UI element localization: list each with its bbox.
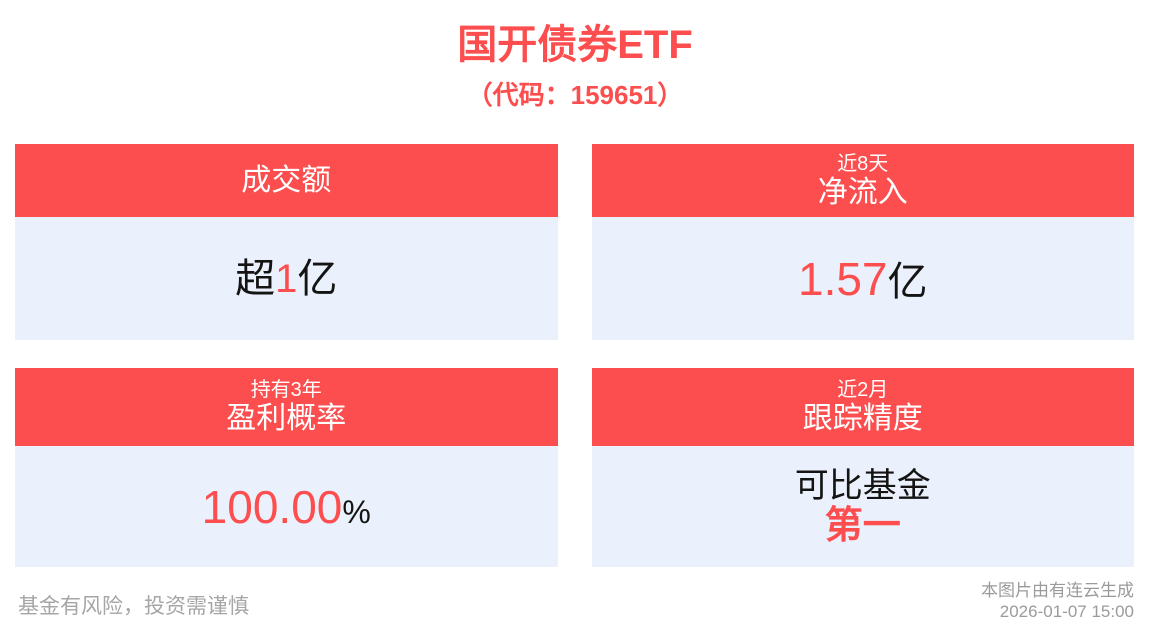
value-part-number: 100.00 [201,480,343,533]
value-part-number: 1 [275,256,298,301]
value-part-number: 1.57 [797,252,888,305]
generation-timestamp: 2026-01-07 15:00 [999,602,1134,621]
card-period: 近2月 [837,379,889,401]
metric-card-net-inflow: 近8天 净流入 1.57 亿 [591,144,1134,340]
generator-info: 本图片由有连云生成 2026-01-07 15:00 [981,580,1134,622]
metric-card-profit-probability: 持有3年 盈利概率 100.00 % [15,368,558,567]
card-title: 成交额 [241,163,332,197]
page-subtitle: （代码：159651） [466,80,684,110]
value-part-prefix: 超 [235,256,276,301]
card-period: 近8天 [837,152,889,175]
value-part-rank: 第一 [824,504,901,547]
value-row: 1.57 亿 [798,253,928,305]
page-title: 国开债券ETF [457,23,693,67]
value-part-context: 可比基金 [794,466,931,505]
card-value: 100.00 % [15,446,558,567]
risk-disclaimer: 基金有风险，投资需谨慎 [18,595,249,618]
card-value: 超 1 亿 [15,217,558,340]
value-part-unit: % [342,493,371,530]
value-part-unit: 亿 [887,259,928,304]
card-value: 可比基金 第一 [591,446,1134,567]
value-stack: 可比基金 第一 [795,467,931,547]
value-row: 超 1 亿 [235,256,337,302]
card-value: 1.57 亿 [591,217,1134,340]
card-title: 净流入 [817,175,908,209]
metric-card-tracking-accuracy: 近2月 跟踪精度 可比基金 第一 [591,368,1134,567]
card-title: 跟踪精度 [802,402,923,435]
card-title: 盈利概率 [226,402,347,435]
card-header: 成交额 [15,144,558,217]
value-part-unit: 亿 [297,256,338,301]
metric-card-turnover: 成交额 超 1 亿 [15,144,558,340]
card-period: 持有3年 [250,379,322,401]
card-header: 近8天 净流入 [591,144,1134,217]
card-header: 近2月 跟踪精度 [591,368,1134,446]
card-header: 持有3年 盈利概率 [15,368,558,446]
generator-credit: 本图片由有连云生成 [981,581,1134,600]
value-row: 100.00 % [202,481,371,533]
metric-grid: 成交额 超 1 亿 近8天 净流入 1.57 亿 [15,144,1134,567]
